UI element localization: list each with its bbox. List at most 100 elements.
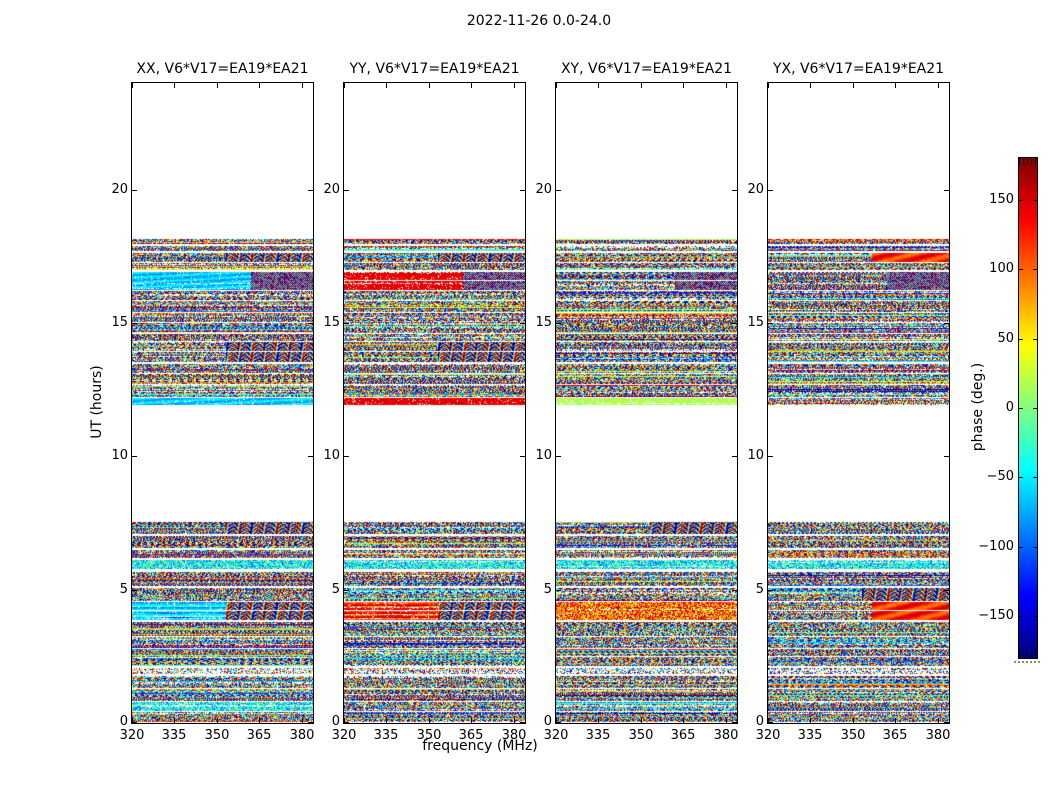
heatmap-panel-yx: YX, V6*V17=EA19*EA21 320 335 350 365 380 0 5 10… [747, 61, 950, 743]
x-tick-label: 380 [925, 728, 951, 743]
tick-mark [598, 718, 599, 723]
tick-mark [302, 83, 303, 88]
tick-mark [726, 718, 727, 723]
tick-mark [344, 456, 349, 457]
tick-mark [344, 722, 349, 723]
tick-mark [556, 190, 561, 191]
x-tick-label: 335 [373, 728, 399, 743]
tick-mark [641, 83, 642, 88]
tick-mark [520, 456, 525, 457]
y-tick-label: 15 [323, 315, 340, 330]
colorbar-tick-label: −50 [986, 469, 1014, 484]
y-tick-label: 10 [747, 448, 764, 463]
tick-mark [386, 718, 387, 723]
x-tick-label: 335 [161, 728, 187, 743]
phase-heatmap-canvas-yy [344, 83, 525, 723]
tick-mark [344, 83, 345, 88]
tick-mark [386, 83, 387, 88]
tick-mark [132, 590, 137, 591]
tick-mark [132, 190, 137, 191]
tick-mark [853, 83, 854, 88]
tick-mark [732, 722, 737, 723]
tick-mark [810, 83, 811, 88]
phase-heatmap-canvas-xy [556, 83, 737, 723]
tick-mark [556, 83, 557, 88]
tick-mark [683, 718, 684, 723]
tick-mark [344, 190, 349, 191]
tick-mark [944, 590, 949, 591]
tick-mark [302, 718, 303, 723]
phase-colorbar: 150 100 50 0 −50 −100 −150 [978, 157, 1038, 659]
colorbar-tick-label: 100 [989, 261, 1014, 276]
tick-mark [429, 83, 430, 88]
tick-mark [768, 323, 773, 324]
tick-mark [132, 722, 137, 723]
y-tick-label: 15 [535, 315, 552, 330]
tick-mark [1019, 408, 1023, 409]
tick-mark [768, 83, 769, 88]
tick-mark [641, 718, 642, 723]
tick-mark [556, 722, 561, 723]
tick-mark [1033, 616, 1037, 617]
tick-mark [556, 323, 561, 324]
panel-title-xx: XX, V6*V17=EA19*EA21 [136, 61, 309, 77]
x-tick-label: 320 [331, 728, 357, 743]
y-tick-label: 0 [119, 714, 128, 729]
tick-mark [556, 718, 557, 723]
tick-mark [344, 718, 345, 723]
tick-mark [308, 190, 313, 191]
tick-mark [471, 718, 472, 723]
colorbar-label: phase (deg.) [970, 362, 986, 452]
tick-mark [308, 722, 313, 723]
tick-mark [514, 83, 515, 88]
tick-mark [768, 456, 773, 457]
y-tick-label: 20 [535, 182, 552, 197]
tick-mark [732, 590, 737, 591]
tick-mark [520, 323, 525, 324]
y-axis-label: UT (hours) [89, 365, 105, 439]
tick-mark [1033, 339, 1037, 340]
tick-mark [938, 83, 939, 88]
tick-mark [132, 718, 133, 723]
tick-mark [132, 456, 137, 457]
tick-mark [259, 718, 260, 723]
colorbar-tick-label: −100 [978, 539, 1014, 554]
y-tick-label: 5 [331, 582, 340, 597]
colorbar-tick-label: −150 [978, 608, 1014, 623]
heatmap-panel-xy: XY, V6*V17=EA19*EA21 320 335 350 365 380 0 5 10… [535, 61, 738, 743]
colorbar-bottom-hatch [1019, 651, 1037, 658]
x-tick-label: 380 [501, 728, 527, 743]
tick-mark [556, 590, 561, 591]
heatmap-panel-xx: XX, V6*V17=EA19*EA21 320 335 350 365 380 0 5 10… [111, 61, 314, 743]
tick-mark [853, 718, 854, 723]
y-tick-label: 20 [323, 182, 340, 197]
tick-mark [1019, 477, 1023, 478]
y-tick-label: 0 [755, 714, 764, 729]
panel-title-xy: XY, V6*V17=EA19*EA21 [560, 61, 733, 77]
tick-mark [732, 456, 737, 457]
y-tick-label: 0 [543, 714, 552, 729]
tick-mark [174, 83, 175, 88]
phase-heatmap-canvas-yx [768, 83, 949, 723]
tick-mark [768, 722, 773, 723]
x-tick-label: 320 [543, 728, 569, 743]
tick-mark [429, 718, 430, 723]
tick-mark [308, 456, 313, 457]
tick-mark [598, 83, 599, 88]
tick-mark [895, 718, 896, 723]
x-tick-label: 350 [628, 728, 654, 743]
tick-mark [768, 718, 769, 723]
tick-mark [132, 323, 137, 324]
phase-heatmap-canvas-xx [132, 83, 313, 723]
y-tick-label: 15 [747, 315, 764, 330]
tick-mark [132, 83, 133, 88]
x-tick-label: 365 [670, 728, 696, 743]
tick-mark [471, 83, 472, 88]
x-tick-label: 380 [713, 728, 739, 743]
y-tick-label: 20 [111, 182, 128, 197]
y-tick-label: 20 [747, 182, 764, 197]
tick-mark [308, 323, 313, 324]
tick-mark [726, 83, 727, 88]
tick-mark [1019, 547, 1023, 548]
x-tick-label: 350 [416, 728, 442, 743]
